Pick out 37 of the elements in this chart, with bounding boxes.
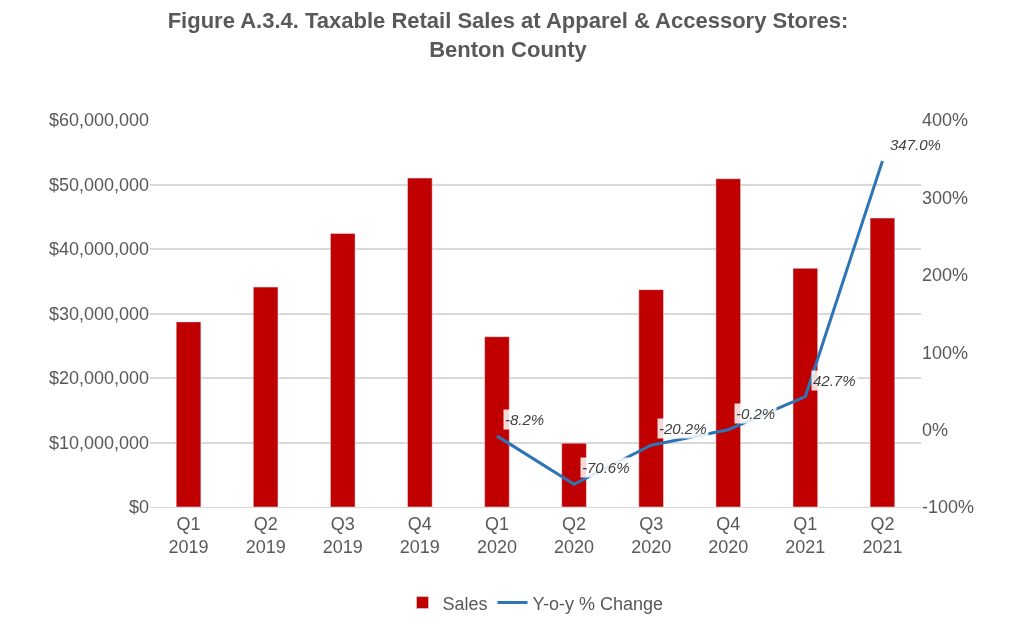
y-tick-label: $20,000,000 <box>48 368 149 389</box>
y-tick-label: $0 <box>128 497 149 518</box>
data-label: -20.2% <box>659 420 707 437</box>
bar <box>869 217 896 507</box>
y2-tick-label: -100% <box>922 497 975 518</box>
y2-tick-label: 100% <box>922 342 969 363</box>
y2-tick-label: 200% <box>922 265 969 286</box>
data-label: -0.2% <box>736 405 776 422</box>
y-tick-label: $40,000,000 <box>48 239 149 260</box>
chart-title: Figure A.3.4. Taxable Retail Sales at Apparel & Accessory Stores: Benton County <box>167 8 849 63</box>
x-tick-label: Q3 2019 <box>322 513 363 557</box>
x-tick-label: Q2 2021 <box>862 513 903 557</box>
y2-tick-label: 400% <box>922 110 969 131</box>
y-tick-label: $60,000,000 <box>48 110 149 131</box>
y-tick-label: $50,000,000 <box>48 174 149 195</box>
bar <box>253 286 279 507</box>
x-tick-label: Q4 2019 <box>399 513 440 557</box>
y2-tick-label: 300% <box>922 187 969 208</box>
y2-tick-label: 0% <box>922 419 949 440</box>
data-label: -8.2% <box>505 411 545 428</box>
x-tick-label: Q1 2019 <box>168 513 209 557</box>
y-tick-label: $10,000,000 <box>48 432 149 453</box>
x-tick-label: Q3 2020 <box>631 513 672 557</box>
y-tick-label: $30,000,000 <box>48 303 149 324</box>
bar <box>330 233 356 507</box>
legend-label: Sales <box>442 593 488 614</box>
x-tick-label: Q2 2019 <box>245 513 286 557</box>
x-tick-label: Q2 2020 <box>554 513 595 557</box>
bar <box>175 321 202 507</box>
data-label: 347.0% <box>890 136 941 153</box>
legend-label: Y-o-y % Change <box>532 593 663 614</box>
x-tick-label: Q1 2020 <box>476 513 517 557</box>
x-tick-label: Q1 2021 <box>785 513 826 557</box>
x-tick-label: Q4 2020 <box>708 513 749 557</box>
bar <box>407 177 433 507</box>
data-label: 42.7% <box>813 372 856 389</box>
data-label: -70.6% <box>582 459 630 476</box>
